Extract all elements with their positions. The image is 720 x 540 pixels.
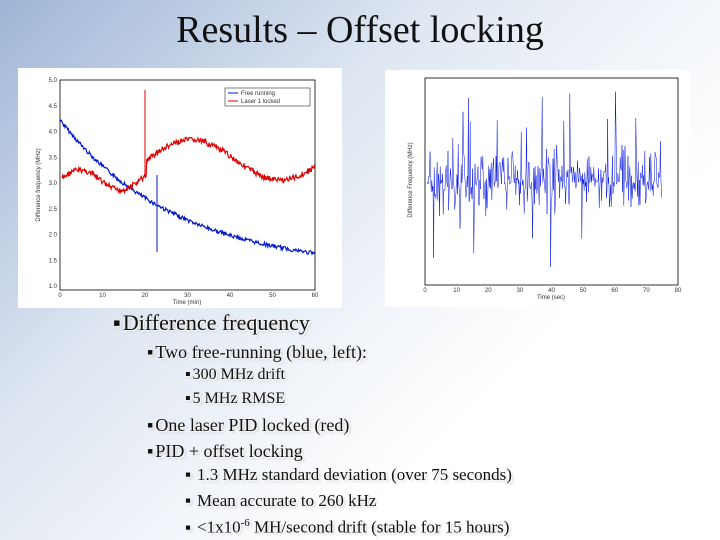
bullet: Difference frequency	[113, 310, 310, 336]
y-tick-label: 5.0	[49, 78, 58, 84]
bullet-text: <1x10	[197, 517, 241, 537]
x-tick-label: 70	[643, 288, 650, 294]
x-tick-label: 10	[99, 293, 106, 299]
plot-box	[424, 77, 679, 286]
slide-title: Results – Offset locking	[176, 9, 544, 51]
bullet: PID + offset locking	[147, 441, 303, 462]
x-axis-label: Time (min)	[173, 300, 201, 306]
trace	[59, 119, 316, 256]
x-tick-label: 50	[580, 288, 587, 294]
y-tick-label: 3.5	[49, 155, 58, 161]
figure-frame	[18, 68, 342, 308]
bullet: Mean accurate to 260 kHz	[185, 491, 376, 511]
trace	[426, 91, 662, 267]
y-tick-label: 4.5	[49, 104, 58, 110]
bullet-text: MH/second drift (stable for 15 hours)	[249, 517, 510, 537]
x-tick-label: 10	[453, 288, 460, 294]
x-tick-label: 40	[548, 288, 555, 294]
bullet: 1.3 MHz standard deviation (over 75 seco…	[185, 465, 512, 485]
bullet: <1x10-6 MH/second drift (stable for 15 h…	[185, 517, 509, 538]
x-tick-label: 60	[312, 293, 319, 299]
bullet-text: 1.3 MHz standard deviation (over 75 seco…	[197, 465, 512, 484]
y-tick-label: 3.0	[49, 181, 58, 187]
legend-box	[224, 87, 311, 107]
y-tick-label: 4.0	[49, 130, 58, 136]
figure-frame	[385, 70, 690, 307]
y-tick-label: 1.5	[49, 258, 58, 264]
x-tick-label: 0	[423, 288, 427, 294]
x-tick-label: 30	[517, 288, 524, 294]
trace	[61, 136, 316, 195]
x-tick-label: 20	[142, 293, 149, 299]
x-tick-label: 50	[269, 293, 276, 299]
x-tick-label: 40	[227, 293, 234, 299]
x-tick-label: 30	[184, 293, 191, 299]
bullet: One laser PID locked (red)	[147, 415, 349, 436]
x-tick-label: 0	[58, 293, 62, 299]
bullet-text: Mean accurate to 260 kHz	[197, 491, 377, 510]
y-tick-label: 1.0	[49, 284, 58, 290]
bullet: Two free-running (blue, left):	[147, 342, 367, 363]
bullet-text: One laser PID locked (red)	[155, 415, 350, 435]
bullet: 5 MHz RMSE	[185, 390, 285, 408]
bullet-text: PID + offset locking	[155, 441, 303, 461]
legend-label: Laser 1 locked	[241, 99, 280, 105]
y-tick-label: 2.5	[49, 207, 58, 213]
bullet-text: Difference frequency	[122, 310, 310, 335]
bullet-text: -6	[240, 517, 250, 529]
y-axis-label: Difference frequency (MHz)	[36, 148, 42, 221]
plot-box	[59, 79, 316, 291]
x-tick-label: 20	[485, 288, 492, 294]
legend-label: Free running	[241, 91, 275, 97]
y-axis-label: Difference Frequency (MHz)	[408, 142, 414, 217]
bullet-text: 300 MHz drift	[192, 366, 286, 383]
x-axis-label: Time (sec)	[537, 295, 565, 301]
bullet: 300 MHz drift	[185, 366, 285, 384]
x-tick-label: 60	[611, 288, 618, 294]
bullet-text: 5 MHz RMSE	[192, 390, 286, 407]
x-tick-label: 80	[675, 288, 682, 294]
y-tick-label: 2.0	[49, 233, 58, 239]
bullet-text: Two free-running (blue, left):	[155, 342, 368, 362]
